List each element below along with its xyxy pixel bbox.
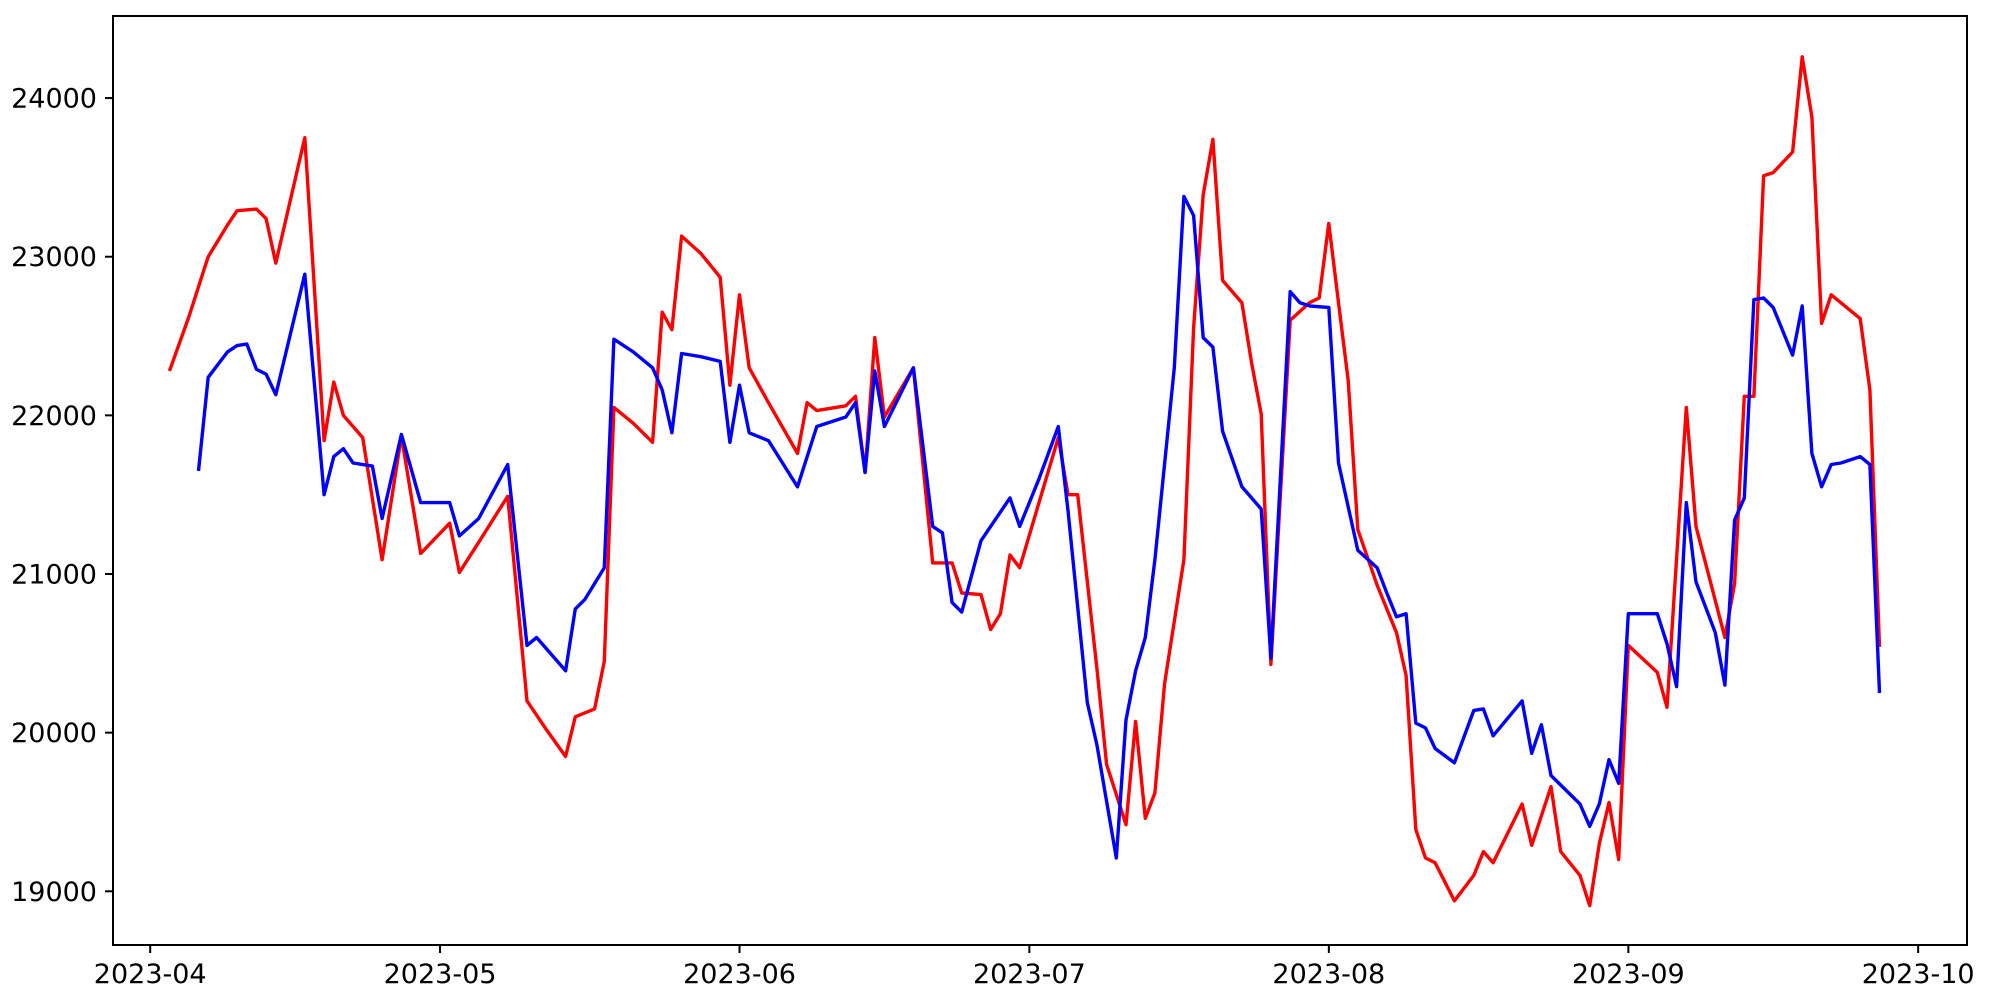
y-tick-label: 22000 [11,401,97,432]
x-tick-label: 2023-10 [1862,959,1975,990]
y-tick-label: 21000 [11,560,97,591]
x-tick-label: 2023-08 [1272,959,1385,990]
blue-series-line [196,194,1882,860]
red-series-line [167,55,1882,908]
x-tick-label: 2023-06 [683,959,796,990]
axes-frame [112,15,1968,946]
y-tick-label: 19000 [11,877,97,908]
y-tick-label: 20000 [11,718,97,749]
y-tick-label: 23000 [11,242,97,273]
x-tick-label: 2023-04 [94,959,207,990]
x-tick-label: 2023-05 [384,959,497,990]
y-tick-label: 24000 [11,84,97,115]
x-tick-label: 2023-09 [1572,959,1685,990]
x-tick-label: 2023-07 [973,959,1086,990]
